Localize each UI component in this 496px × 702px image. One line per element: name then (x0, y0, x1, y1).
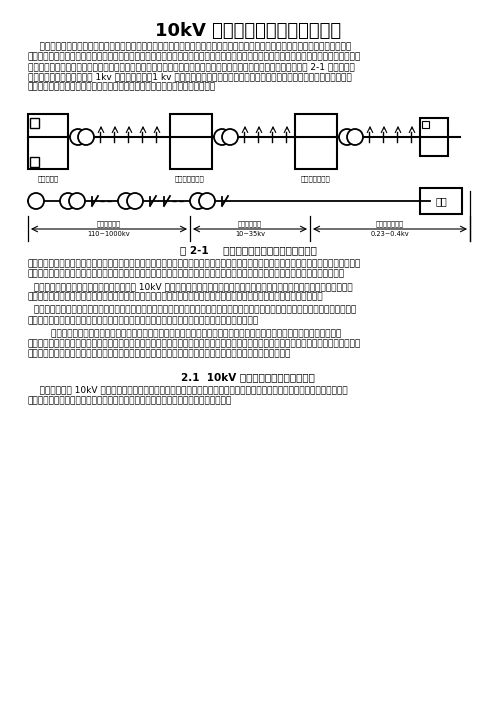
Text: 用架空线路形式示意图，将 1kv 以上称为高压，1 kv 以下称为低压。电力系统还应保证其安全可靠运行的继电保护装置、安全自: 用架空线路形式示意图，将 1kv 以上称为高压，1 kv 以下称为低压。电力系统… (28, 72, 352, 81)
Bar (422, 121, 429, 128)
Text: 10~35kv: 10~35kv (235, 231, 265, 237)
Text: 升压变电所: 升压变电所 (37, 175, 59, 182)
Bar (28, 114, 68, 169)
Text: 配电网是从一次降压变电所至各用户之间传 10kV 或以下线路，它将电能从都级变电站直接分配到用户区及用户，它的作用是将电: 配电网是从一次降压变电所至各用户之间传 10kV 或以下线路，它将电能从都级变电… (28, 282, 353, 291)
Circle shape (222, 129, 238, 145)
Text: 络（简称主网），在一个现代电力系统中既有远高压交流输电，又有超高压直流输电。这种输电系统通常称为交、直流高合输电系统。: 络（简称主网），在一个现代电力系统中既有远高压交流输电，又有超高压直流输电。这种… (28, 269, 345, 278)
Text: 一次降压变电所: 一次降压变电所 (175, 175, 205, 182)
Bar (30, 118, 39, 128)
Text: 在电力系统中，电网按电压等级的高低分类，也可按覆盖的地域分区。不同家宣的发电厂和用户之分别接入不同电压等级的主网，大家宣: 在电力系统中，电网按电压等级的高低分类，也可按覆盖的地域分区。不同家宣的发电厂和… (28, 306, 356, 314)
Text: 动装置、电能自动化系统和电力通信等相应的辅助系统（一般称为二次系统）。: 动装置、电能自动化系统和电力通信等相应的辅助系统（一般称为二次系统）。 (28, 83, 216, 92)
Circle shape (199, 193, 215, 209)
Circle shape (118, 193, 134, 209)
Circle shape (214, 129, 230, 145)
Text: 主力电网应接入主网，较大家宣村电厂应接入城南区的电网，家宣较小时可接入较低电压的电网。: 主力电网应接入主网，较大家宣村电厂应接入城南区的电网，家宣较小时可接入较低电压的… (28, 316, 259, 325)
Circle shape (60, 193, 76, 209)
Text: 二次降压变电所: 二次降压变电所 (301, 175, 331, 182)
Text: 2.1  10kV 以下架空线路施工基础知识: 2.1 10kV 以下架空线路施工基础知识 (181, 372, 315, 382)
Text: 力时代，发走了第二次技术革命。电力系统规模能源技术水准已成为一个国家经济发展水平的标志之一。一般来说，特电力线路综合为室外地: 力时代，发走了第二次技术革命。电力系统规模能源技术水准已成为一个国家经济发展水平… (28, 339, 361, 348)
Circle shape (127, 193, 143, 209)
Bar (420, 118, 448, 156)
Circle shape (78, 129, 94, 145)
Text: 低压输配电线路: 低压输配电线路 (376, 220, 404, 227)
Text: 电力系统的出现，使而发、无污源、使用方便、易于输送的电能得到广泛应用，推动了社会生产本个朝胜的变化，开创了电: 电力系统的出现，使而发、无污源、使用方便、易于输送的电能得到广泛应用，推动了社会… (28, 329, 341, 338)
Text: 110~1000kv: 110~1000kv (88, 231, 130, 237)
Text: 产的两种形式。其中，架空线路、电缆线路属于室外施工形式；线槽、桥架、套管、线管等属于室内施工形式。: 产的两种形式。其中，架空线路、电缆线路属于室外施工形式；线槽、桥架、套管、线管等… (28, 350, 291, 359)
Text: 图 2-1    电力系统采用架空线路形式示意图: 图 2-1 电力系统采用架空线路形式示意图 (180, 245, 316, 255)
Circle shape (190, 193, 206, 209)
Circle shape (69, 193, 85, 209)
Text: 高压输电线路: 高压输电线路 (97, 220, 121, 227)
Text: 0.23~0.4kv: 0.23~0.4kv (371, 231, 409, 237)
Text: 次能源转换成电能，经过电网将电能输送和分配到电力用户的用户设备，从而完成电能从点产到使用的整个过程。如图 2-1 电力系统采: 次能源转换成电能，经过电网将电能输送和分配到电力用户的用户设备，从而完成电能从点… (28, 62, 355, 72)
Text: 线路施工质量验收，架空线路有关对线控制方法，有关了解架空线路相关知识的认识。: 线路施工质量验收，架空线路有关对线控制方法，有关了解架空线路相关知识的认识。 (28, 396, 232, 405)
Circle shape (347, 129, 363, 145)
Bar (30, 157, 39, 167)
Circle shape (28, 193, 44, 209)
Bar (170, 114, 212, 169)
Bar (295, 114, 337, 169)
Text: 10kV 以下架空线路工程施工工艺: 10kV 以下架空线路工程施工工艺 (155, 22, 341, 40)
Text: 输电网是电力系统中最高电压等级的电网，指架设在升压变电所与一次降压变电所之间并行通路，专门用于输送电能，是电力系统中的主要网: 输电网是电力系统中最高电压等级的电网，指架设在升压变电所与一次降压变电所之间并行… (28, 259, 361, 268)
Text: 用户: 用户 (435, 196, 447, 206)
Circle shape (70, 129, 86, 145)
Text: 力分配到配电变电站而再向用户供电，也有一部分电力不经配电变电站，直接分配到大用户，由大用户的配电装置进行配电。: 力分配到配电变电站而再向用户供电，也有一部分电力不经配电变电站，直接分配到大用户… (28, 293, 323, 302)
Circle shape (339, 129, 355, 145)
Text: 电力系统是由不同电压等级的电力线路组成的一个发电、输电、配电、用电的整体，开有发电厂、输电网、配电网和电力用户组成的: 电力系统是由不同电压等级的电力线路组成的一个发电、输电、配电、用电的整体，开有发… (28, 42, 351, 51)
Text: 高压配电线路: 高压配电线路 (238, 220, 262, 227)
Text: 整体，是将一次能源转换成电能并传送和分配到用户的一个统一系统。输电网和配电网统称为电网，是电力系统的重要组成部分。发电厂将一: 整体，是将一次能源转换成电能并传送和分配到用户的一个统一系统。输电网和配电网统称… (28, 52, 361, 61)
Bar (420, 188, 462, 214)
Text: 本节主要介绍 10kV 以下架空线路工程规则，架空线路的相关知识，架空线路常用材料线路以及架空线路安装工艺流程，架空: 本节主要介绍 10kV 以下架空线路工程规则，架空线路的相关知识，架空线路常用材… (28, 386, 348, 395)
